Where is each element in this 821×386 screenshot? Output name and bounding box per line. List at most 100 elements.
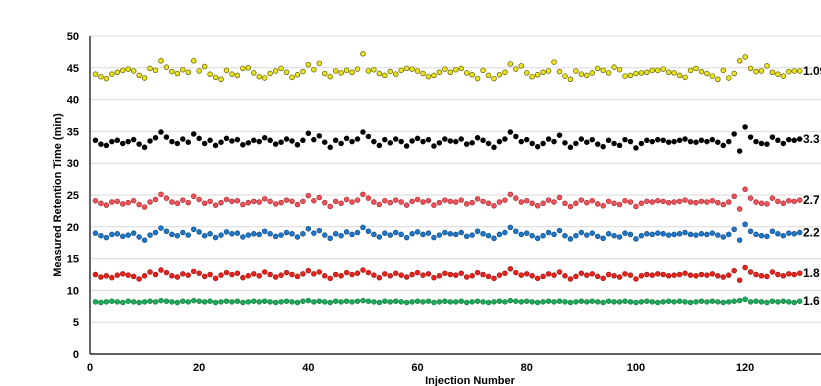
- data-point: [240, 274, 246, 281]
- data-point: [332, 231, 339, 237]
- data-point: [114, 231, 121, 237]
- data-point: [507, 129, 514, 135]
- data-point: [775, 299, 781, 305]
- data-point: [644, 69, 650, 76]
- data-point: [190, 297, 197, 304]
- data-point: [693, 199, 699, 206]
- data-point: [223, 269, 230, 276]
- data-point: [305, 225, 312, 232]
- data-point: [387, 232, 394, 238]
- data-point: [573, 68, 579, 74]
- data-point: [453, 138, 459, 145]
- data-point: [731, 131, 737, 137]
- data-point: [616, 234, 623, 240]
- data-point: [753, 231, 759, 238]
- data-point: [540, 299, 546, 305]
- data-point: [289, 74, 295, 81]
- data-point: [693, 232, 699, 238]
- data-point: [403, 234, 410, 241]
- data-point: [360, 224, 366, 231]
- y-tick-label: 5: [73, 317, 79, 329]
- data-point: [567, 236, 574, 242]
- data-point: [305, 130, 312, 137]
- data-point: [283, 136, 290, 142]
- data-point: [769, 228, 776, 235]
- data-point: [212, 74, 219, 81]
- data-point: [796, 229, 803, 236]
- data-point: [720, 142, 727, 149]
- data-point: [693, 299, 699, 305]
- data-point: [704, 299, 710, 305]
- data-point: [665, 69, 672, 76]
- data-point: [234, 72, 241, 79]
- data-point: [496, 199, 503, 205]
- data-point: [212, 275, 219, 282]
- data-point: [545, 229, 552, 236]
- data-point: [529, 299, 535, 305]
- data-point: [540, 200, 546, 207]
- data-point: [731, 193, 737, 200]
- data-point: [125, 138, 131, 145]
- data-point: [414, 135, 421, 142]
- data-point: [742, 124, 748, 130]
- data-point: [502, 299, 508, 305]
- data-point: [398, 138, 404, 145]
- data-point: [605, 231, 612, 237]
- data-point: [453, 66, 459, 73]
- data-point: [611, 273, 617, 279]
- data-point: [447, 69, 454, 76]
- data-point: [289, 299, 295, 305]
- data-point: [474, 75, 481, 82]
- data-point: [354, 136, 361, 142]
- data-point: [425, 197, 432, 204]
- data-point: [300, 271, 306, 277]
- data-point: [742, 221, 748, 228]
- data-point: [349, 299, 355, 305]
- data-point: [545, 68, 552, 74]
- data-point: [534, 72, 541, 78]
- x-tick-label: 40: [302, 362, 314, 374]
- data-point: [693, 273, 699, 279]
- series-labels: 1.6 1.8 2.2 2.7 3.3 1.09: [803, 64, 821, 308]
- data-point: [736, 297, 743, 304]
- data-point: [518, 63, 525, 69]
- data-point: [261, 298, 268, 304]
- data-point: [431, 202, 437, 208]
- data-point: [529, 140, 535, 147]
- data-point: [453, 231, 459, 238]
- data-point: [196, 196, 202, 203]
- data-point: [136, 72, 142, 79]
- data-point: [272, 233, 279, 240]
- data-point: [633, 299, 639, 306]
- data-point: [294, 299, 301, 306]
- data-point: [163, 269, 170, 276]
- data-point: [485, 299, 492, 306]
- data-point: [775, 71, 781, 77]
- data-point: [551, 272, 557, 278]
- data-point: [567, 203, 574, 210]
- data-point: [338, 70, 344, 76]
- data-point: [589, 298, 596, 304]
- y-tick-label: 25: [67, 190, 79, 202]
- data-point: [436, 199, 443, 206]
- data-point: [720, 67, 727, 74]
- data-point: [185, 69, 192, 76]
- data-point: [638, 140, 645, 147]
- data-point: [469, 299, 475, 305]
- data-point: [300, 137, 306, 144]
- data-point: [190, 58, 197, 64]
- data-point: [365, 68, 372, 74]
- data-point: [562, 273, 568, 279]
- series-1-6: [92, 296, 803, 306]
- data-point: [316, 298, 323, 304]
- data-point: [311, 66, 317, 73]
- data-point: [409, 299, 415, 305]
- data-point: [420, 299, 426, 305]
- data-point: [409, 66, 415, 72]
- data-point: [218, 199, 224, 206]
- data-point: [245, 65, 252, 71]
- data-point: [638, 232, 645, 239]
- data-point: [300, 231, 306, 237]
- data-point: [720, 274, 727, 280]
- data-point: [261, 135, 268, 141]
